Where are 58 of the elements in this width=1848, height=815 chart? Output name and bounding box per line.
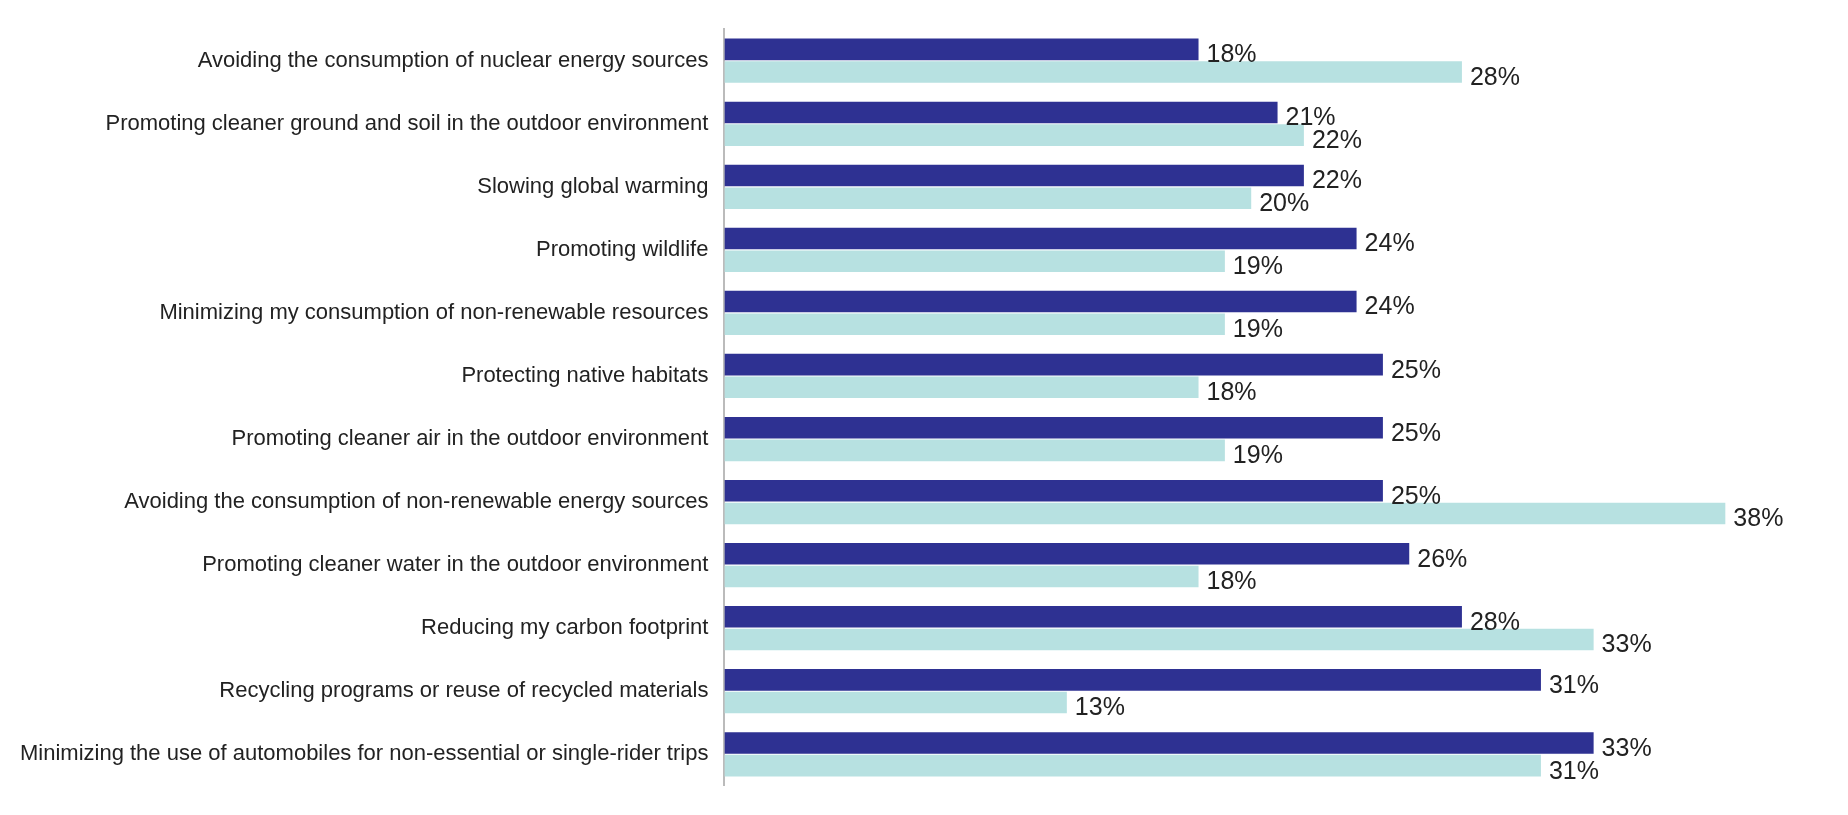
bar: [724, 628, 1594, 651]
bar: [724, 164, 1304, 187]
y-tick-label: Avoiding the consumption of nuclear energy sources: [197, 46, 709, 72]
data-label: 28%: [1469, 606, 1520, 635]
bar: [724, 313, 1225, 336]
y-tick-label: Recycling programs or reuse of recycled materials: [219, 677, 709, 703]
bar: [724, 38, 1199, 61]
data-label: 24%: [1364, 291, 1415, 320]
y-tick-label: Minimizing the use of automobiles for non-essential or single-rider trips: [19, 740, 709, 766]
bar: [724, 669, 1541, 691]
bar: [724, 290, 1357, 313]
data-label: 19%: [1232, 251, 1283, 280]
bar: [724, 124, 1304, 146]
data-label: 25%: [1390, 480, 1441, 509]
y-tick-label: Reducing my carbon footprint: [421, 614, 709, 640]
y-tick-label: Slowing global warming: [477, 172, 709, 198]
y-tick-label: Promoting cleaner ground and soil in the outdoor environment: [105, 109, 709, 135]
bar: [724, 606, 1462, 628]
data-label: 25%: [1390, 417, 1441, 446]
y-tick-label: Minimizing my consumption of non-renewable resources: [159, 298, 709, 324]
data-label: 18%: [1206, 566, 1257, 595]
y-tick-label: Avoiding the consumption of non-renewable energy sources: [124, 488, 709, 514]
bar: [724, 416, 1383, 439]
data-label: 13%: [1074, 692, 1125, 721]
bar: [724, 439, 1225, 462]
data-label: 28%: [1469, 61, 1520, 90]
data-label: 19%: [1232, 440, 1283, 469]
bar: [724, 61, 1462, 83]
data-label: 26%: [1417, 543, 1468, 572]
data-label: 22%: [1311, 165, 1362, 194]
bar: [724, 250, 1225, 273]
bar: [724, 732, 1594, 754]
data-label: 31%: [1548, 755, 1599, 784]
data-label: 19%: [1232, 314, 1283, 343]
data-label: 20%: [1259, 188, 1310, 217]
bar: [724, 101, 1278, 124]
data-label: 31%: [1548, 669, 1599, 698]
data-label: 33%: [1601, 732, 1652, 761]
data-label: 25%: [1390, 354, 1441, 383]
data-label: 38%: [1733, 503, 1784, 532]
bar: [724, 502, 1726, 525]
data-label: 24%: [1364, 228, 1415, 257]
y-tick-label: Promoting wildlife: [536, 235, 709, 261]
bar: [724, 187, 1252, 209]
y-tick-label: Promoting cleaner water in the outdoor environment: [202, 551, 709, 577]
bar: [724, 754, 1541, 777]
bar: [724, 691, 1067, 714]
bar: [724, 565, 1199, 588]
data-label: 18%: [1206, 39, 1257, 68]
y-tick-label: Promoting cleaner air in the outdoor environment: [231, 425, 709, 451]
bar: [724, 376, 1199, 399]
data-label: 18%: [1206, 377, 1257, 406]
bar: [724, 227, 1357, 250]
data-label: 33%: [1601, 629, 1652, 658]
bar: [724, 542, 1410, 565]
bar: [724, 479, 1383, 502]
y-tick-label: Protecting native habitats: [461, 362, 709, 388]
bar: [724, 353, 1383, 376]
